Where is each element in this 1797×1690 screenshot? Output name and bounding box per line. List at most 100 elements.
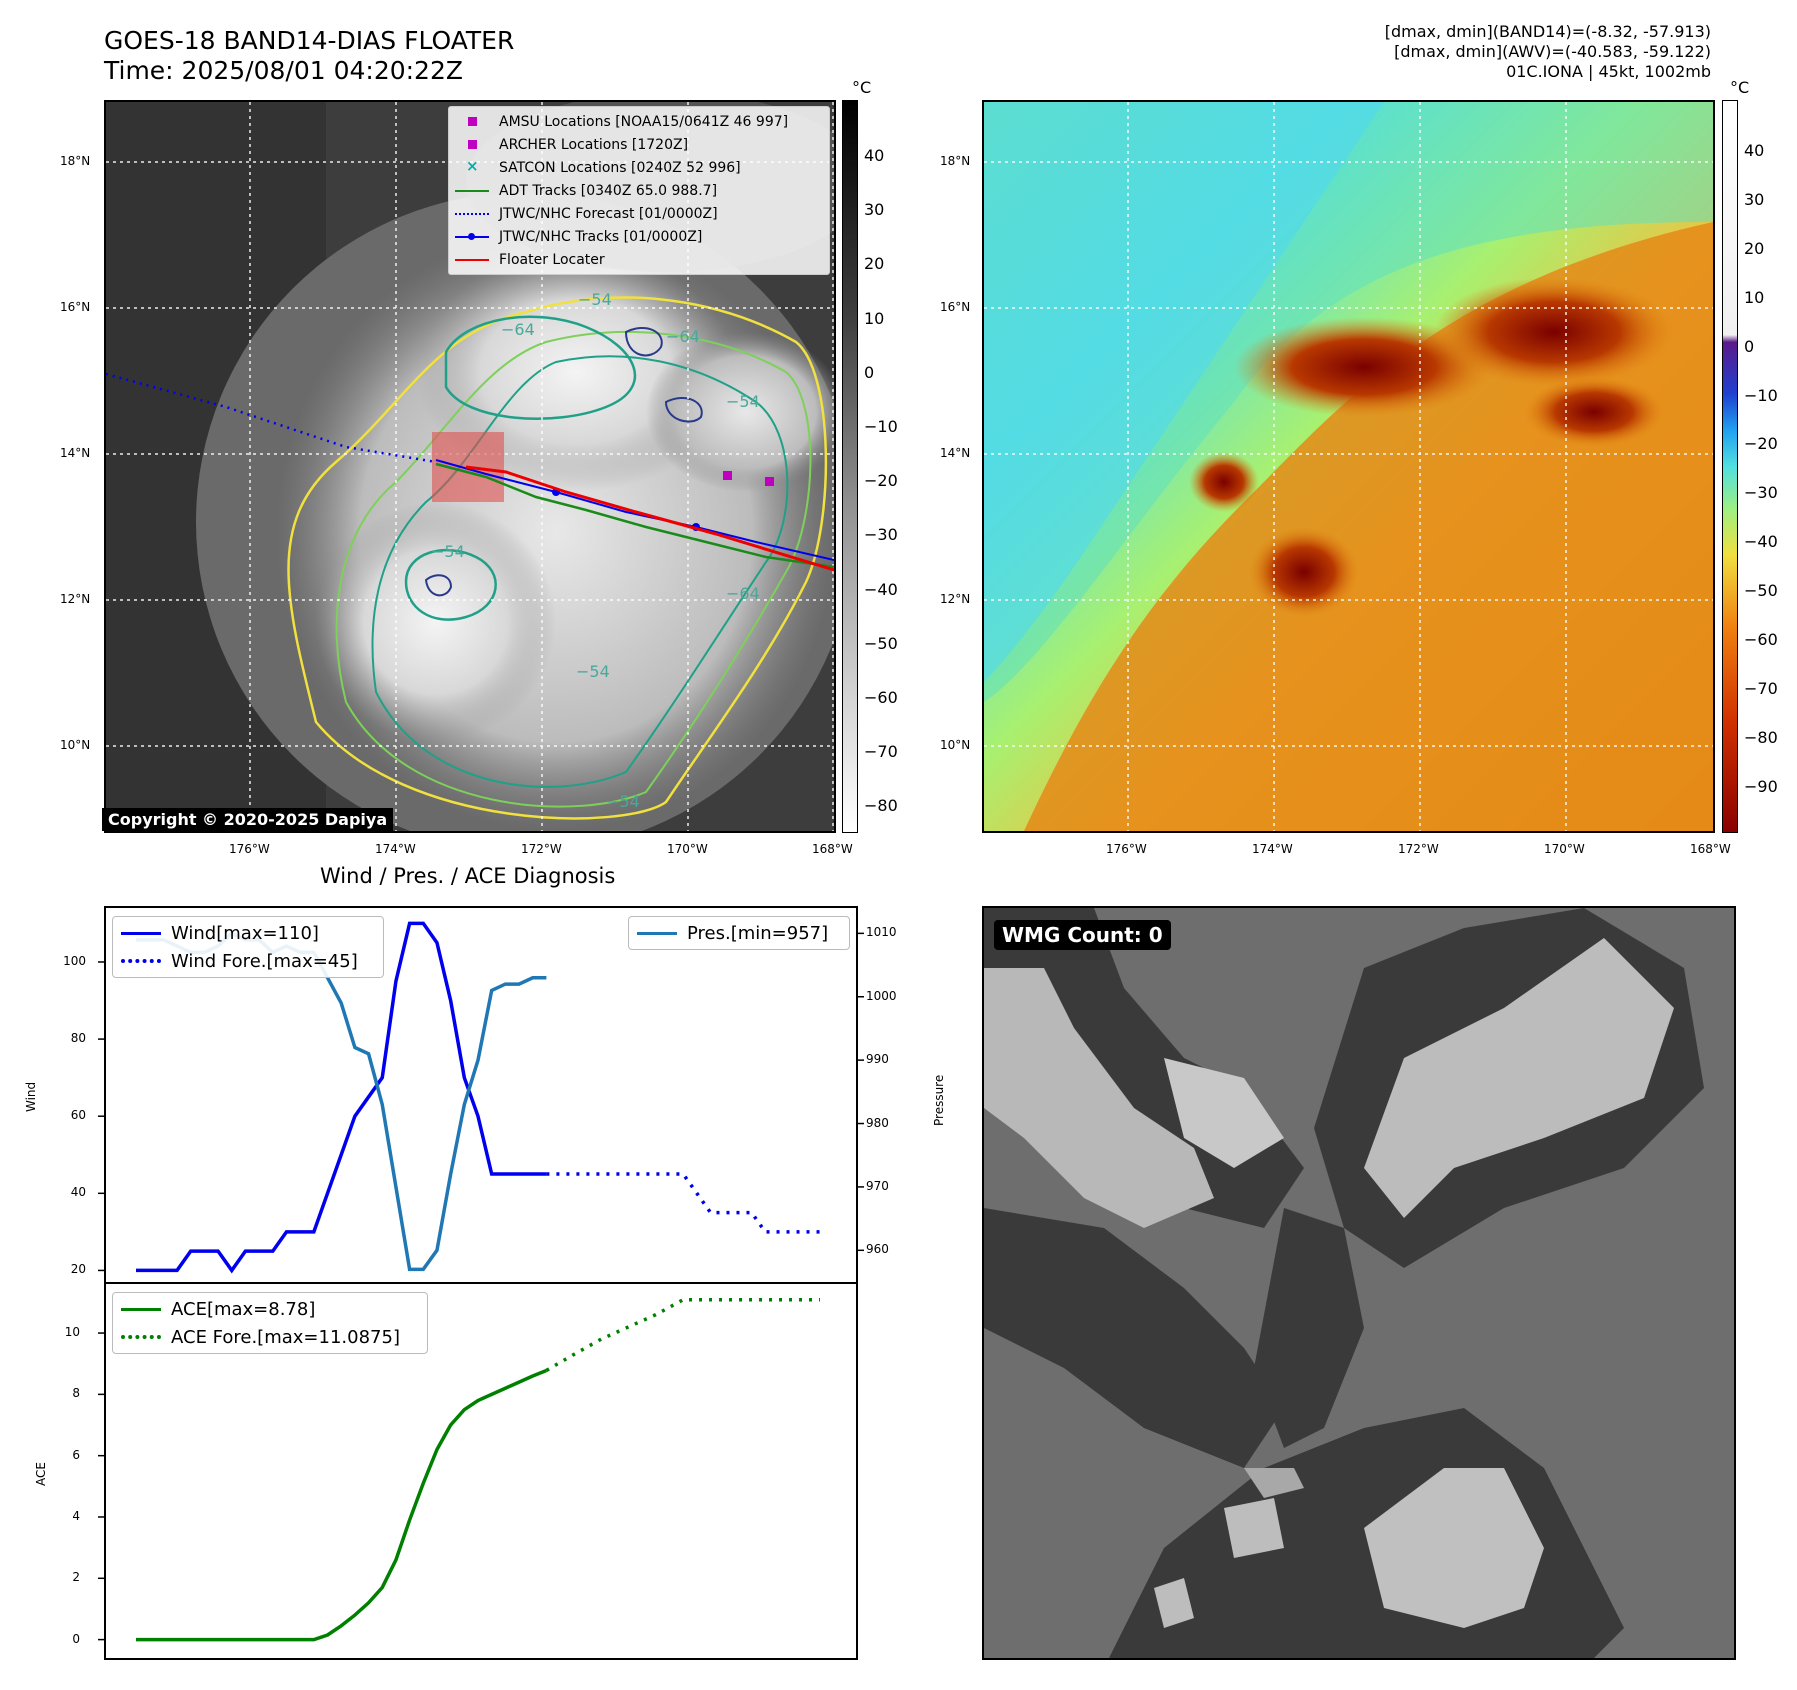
- awv-map-panel: [982, 100, 1715, 833]
- lat-label: 10°N: [940, 738, 971, 752]
- magenta-square-icon: [455, 137, 489, 153]
- ace-legend: ACE[max=8.78] ACE Fore.[max=11.0875]: [112, 1292, 428, 1354]
- lat-label: 14°N: [940, 446, 971, 460]
- lat-label: 16°N: [60, 300, 91, 314]
- wind-tick-label: 100: [63, 953, 86, 968]
- colorbar-tick: −30: [1744, 483, 1778, 503]
- legend-item-wind-fore: Wind Fore.[max=45]: [121, 947, 375, 975]
- colorbar-tick: 30: [1744, 189, 1765, 209]
- adt-track: [435, 462, 834, 569]
- lat-label: 18°N: [940, 154, 971, 168]
- legend-label: SATCON Locations [0240Z 52 996]: [499, 159, 741, 176]
- colorbar-tick: −10: [1744, 385, 1778, 405]
- band14-range: [dmax, dmin](BAND14)=(-8.32, -57.913): [1384, 22, 1711, 41]
- colorbar-tick: 0: [864, 362, 875, 382]
- magenta-square-icon: [455, 114, 489, 130]
- contour-label: −64: [666, 327, 700, 346]
- title-line-satellite: GOES-18 BAND14-DIAS FLOATER: [104, 26, 515, 55]
- colorbar-tick: 40: [864, 146, 885, 165]
- colorbar-tick: −40: [864, 579, 898, 599]
- lon-label: 170°W: [1544, 842, 1585, 856]
- colorbar-tick: −50: [864, 633, 898, 653]
- ace-tick-label: 8: [72, 1386, 80, 1401]
- lon-label: 176°W: [229, 842, 270, 856]
- awv-colorbar: [1722, 100, 1738, 833]
- green-line-icon: [121, 1301, 161, 1317]
- legend-item-forecast: JTWC/NHC Forecast [01/0000Z]: [455, 202, 823, 225]
- wmg-image: [984, 908, 1734, 1658]
- legend-item-satcon: × SATCON Locations [0240Z 52 996]: [455, 156, 823, 179]
- ace-tick-label: 0: [72, 1631, 80, 1646]
- contour-label: −54: [578, 290, 612, 309]
- lon-label: 168°W: [812, 842, 853, 856]
- pressure-tick-label: 990: [866, 1052, 889, 1067]
- colorbar-tick: −80: [864, 796, 898, 816]
- lon-label: 168°W: [1690, 842, 1731, 856]
- colorbar-tick: −20: [1744, 434, 1778, 454]
- pressure-tick-label: 1000: [866, 988, 897, 1003]
- ir-map-legend: AMSU Locations [NOAA15/0641Z 46 997] ARC…: [448, 106, 830, 275]
- floater-track: [465, 465, 834, 572]
- legend-label: ARCHER Locations [1720Z]: [499, 136, 689, 153]
- cyan-x-icon: ×: [466, 156, 479, 175]
- legend-label: ACE[max=8.78]: [171, 1298, 316, 1320]
- lon-label: 176°W: [1106, 842, 1147, 856]
- colorbar-tick: −60: [864, 688, 898, 707]
- awv-range: [dmax, dmin](AWV)=(-40.583, -59.122): [1394, 42, 1711, 61]
- blue-dotted-line-icon: [455, 206, 489, 222]
- colorbar-tick: −40: [1744, 532, 1778, 552]
- wind-axis-label: Wind: [24, 1081, 38, 1112]
- red-line-icon: [455, 252, 489, 268]
- colorbar-tick: −20: [864, 471, 898, 491]
- lat-label: 12°N: [940, 592, 971, 606]
- legend-label: ACE Fore.[max=11.0875]: [171, 1326, 400, 1348]
- colorbar-tick: 20: [864, 254, 885, 274]
- steelblue-line-icon: [637, 925, 677, 941]
- contour-label: −54: [576, 662, 610, 681]
- pressure-tick-label: 970: [866, 1178, 889, 1193]
- contour-label: −64: [501, 320, 535, 339]
- colorbar-tick: −70: [864, 742, 898, 762]
- pressure-tick-label: 1010: [866, 925, 897, 940]
- colorbar-tick: −90: [1744, 776, 1778, 796]
- legend-label: ADT Tracks [0340Z 65.0 988.7]: [499, 182, 718, 199]
- colorbar-tick: −60: [1744, 630, 1778, 649]
- wind-tick-label: 80: [70, 1031, 86, 1046]
- figure-title: GOES-18 BAND14-DIAS FLOATER Time: 2025/0…: [104, 26, 514, 86]
- ace-tick-label: 10: [64, 1325, 80, 1340]
- colorbar-tick: 0: [1744, 336, 1755, 356]
- awv-map-image: [984, 102, 1713, 831]
- ace-tick-label: 6: [72, 1447, 80, 1462]
- legend-item-amsu: AMSU Locations [NOAA15/0641Z 46 997]: [455, 110, 823, 133]
- colorbar-tick: 40: [1744, 141, 1765, 160]
- awv-colorbar-unit: °C: [1730, 78, 1750, 97]
- legend-item-ace: ACE[max=8.78]: [121, 1295, 419, 1323]
- legend-item-wind: Wind[max=110]: [121, 919, 375, 947]
- wmg-count-badge: WMG Count: 0: [994, 920, 1171, 950]
- lon-label: 170°W: [667, 842, 708, 856]
- lon-label: 174°W: [1252, 842, 1293, 856]
- storm-status: 01C.IONA | 45kt, 1002mb: [1506, 62, 1711, 81]
- contour-label: −54: [606, 792, 640, 811]
- lon-label: 172°W: [521, 842, 562, 856]
- amsu-marker: [723, 471, 732, 480]
- legend-label: JTWC/NHC Forecast [01/0000Z]: [499, 205, 718, 222]
- wind-tick-label: 40: [70, 1185, 86, 1200]
- legend-item-floater: Floater Locater: [455, 248, 823, 271]
- colorbar-tick: 20: [1744, 238, 1765, 258]
- wmg-panel: [982, 906, 1736, 1660]
- legend-item-adt: ADT Tracks [0340Z 65.0 988.7]: [455, 179, 823, 202]
- legend-label: JTWC/NHC Tracks [01/0000Z]: [499, 228, 703, 245]
- ir-colorbar: [842, 100, 858, 833]
- lat-label: 16°N: [940, 300, 971, 314]
- blue-line-icon: [121, 925, 161, 941]
- legend-item-ace-fore: ACE Fore.[max=11.0875]: [121, 1323, 419, 1351]
- legend-label: Floater Locater: [499, 251, 605, 268]
- legend-item-pres: Pres.[min=957]: [637, 919, 841, 947]
- colorbar-tick: −80: [1744, 727, 1778, 747]
- jtwc-track: [435, 459, 834, 561]
- pressure-axis-label: Pressure: [932, 1074, 946, 1126]
- storm-info: [dmax, dmin](BAND14)=(-8.32, -57.913) [d…: [1385, 22, 1711, 82]
- lat-label: 12°N: [60, 592, 91, 606]
- wind-legend: Wind[max=110] Wind Fore.[max=45]: [112, 916, 384, 978]
